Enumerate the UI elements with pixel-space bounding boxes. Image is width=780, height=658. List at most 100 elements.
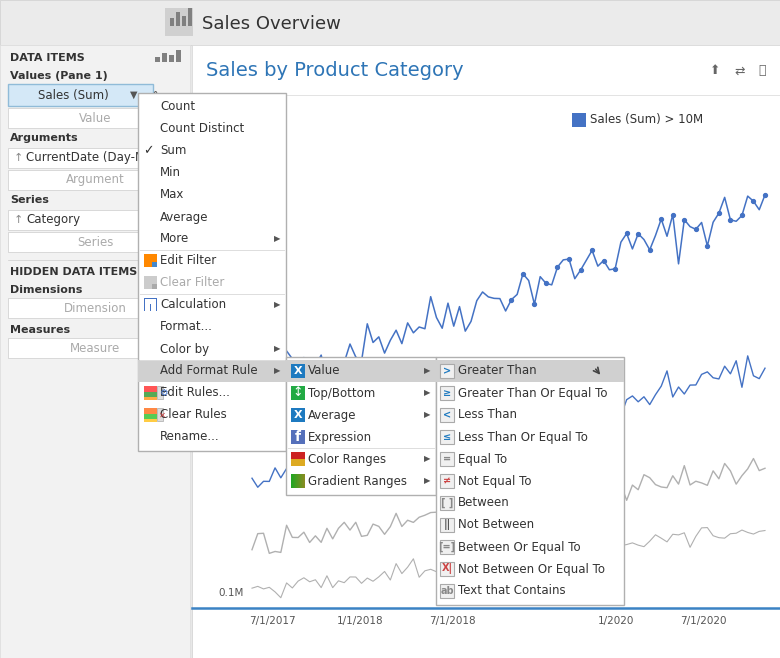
Bar bbox=[170, 18, 174, 26]
Bar bbox=[300, 474, 301, 488]
Bar bbox=[165, 8, 193, 36]
Bar bbox=[8, 84, 153, 106]
Bar bbox=[8, 338, 183, 358]
Text: ∿: ∿ bbox=[152, 88, 162, 101]
Bar bbox=[192, 45, 780, 658]
Text: Average: Average bbox=[160, 211, 208, 224]
Text: Rename...: Rename... bbox=[160, 430, 220, 443]
Bar bbox=[440, 430, 454, 444]
Text: Gradient Ranges: Gradient Ranges bbox=[308, 474, 407, 488]
Bar bbox=[294, 474, 295, 488]
Text: ▶: ▶ bbox=[424, 388, 431, 397]
Text: Sales Overview: Sales Overview bbox=[202, 15, 341, 33]
Bar bbox=[144, 397, 157, 400]
Text: ≤: ≤ bbox=[443, 432, 451, 442]
Text: X: X bbox=[294, 366, 303, 376]
Text: Less Than: Less Than bbox=[458, 409, 517, 422]
Text: [ ]: [ ] bbox=[441, 498, 453, 508]
Text: ✕: ✕ bbox=[159, 411, 166, 420]
Text: Min: Min bbox=[160, 166, 181, 180]
Text: ↑: ↑ bbox=[14, 153, 23, 163]
Text: ↕: ↕ bbox=[292, 386, 303, 399]
Bar bbox=[144, 386, 157, 392]
Text: ▼: ▼ bbox=[130, 90, 137, 100]
Bar bbox=[155, 57, 160, 62]
Text: Dimension: Dimension bbox=[63, 301, 126, 315]
Text: <: < bbox=[443, 410, 451, 420]
Bar bbox=[296, 474, 297, 488]
Bar bbox=[440, 364, 454, 378]
Bar bbox=[436, 357, 624, 605]
Bar bbox=[286, 360, 436, 382]
Bar bbox=[8, 210, 183, 230]
Text: 7/1/2018: 7/1/2018 bbox=[429, 616, 475, 626]
Bar bbox=[291, 430, 305, 444]
Text: Clear Filter: Clear Filter bbox=[160, 276, 225, 290]
Text: 1/2020: 1/2020 bbox=[598, 616, 634, 626]
Bar bbox=[188, 8, 192, 26]
Bar bbox=[291, 474, 292, 488]
Bar bbox=[440, 562, 454, 576]
Text: Between: Between bbox=[458, 497, 510, 509]
Text: Average: Average bbox=[308, 409, 356, 422]
Text: Not Between: Not Between bbox=[458, 519, 534, 532]
Text: ▶: ▶ bbox=[424, 367, 431, 376]
Bar bbox=[303, 474, 304, 488]
Text: Not Between Or Equal To: Not Between Or Equal To bbox=[458, 563, 605, 576]
Text: ⚙: ⚙ bbox=[159, 388, 168, 398]
Bar bbox=[145, 299, 156, 304]
Bar bbox=[291, 408, 305, 422]
Text: Argument: Argument bbox=[66, 174, 124, 186]
Text: X|: X| bbox=[441, 563, 452, 574]
Bar bbox=[298, 474, 299, 488]
Bar bbox=[162, 53, 167, 62]
Bar bbox=[144, 419, 157, 422]
Text: Text that Contains: Text that Contains bbox=[458, 584, 566, 597]
Text: CurrentDate (Day-M: CurrentDate (Day-M bbox=[26, 151, 145, 164]
Text: Greater Than: Greater Than bbox=[458, 365, 537, 378]
Text: ab: ab bbox=[440, 586, 454, 596]
Bar bbox=[291, 459, 305, 466]
Bar bbox=[291, 364, 305, 378]
Text: ||: || bbox=[443, 520, 451, 530]
Text: Sum: Sum bbox=[160, 145, 186, 157]
Text: More: More bbox=[160, 232, 190, 245]
Text: ✓: ✓ bbox=[143, 145, 154, 157]
Text: Edit Filter: Edit Filter bbox=[160, 255, 216, 268]
Bar bbox=[440, 518, 454, 532]
Bar bbox=[157, 408, 163, 421]
Bar bbox=[572, 113, 586, 127]
Text: Dimensions: Dimensions bbox=[10, 285, 83, 295]
Bar bbox=[8, 148, 183, 168]
Bar bbox=[138, 360, 286, 382]
Text: ▶: ▶ bbox=[424, 476, 431, 486]
Bar bbox=[157, 386, 163, 399]
Bar bbox=[151, 308, 156, 312]
Text: 7/1/2017: 7/1/2017 bbox=[249, 616, 296, 626]
Bar bbox=[440, 386, 454, 400]
Bar bbox=[440, 584, 454, 598]
Text: Add Format Rule: Add Format Rule bbox=[160, 365, 257, 378]
Text: Equal To: Equal To bbox=[458, 453, 507, 465]
Text: Series: Series bbox=[10, 195, 49, 205]
Text: X: X bbox=[294, 410, 303, 420]
Text: Expression: Expression bbox=[308, 430, 372, 443]
Text: Values (Pane 1): Values (Pane 1) bbox=[10, 71, 108, 81]
Text: Category: Category bbox=[26, 213, 80, 226]
Bar bbox=[144, 276, 157, 289]
Bar bbox=[0, 45, 190, 658]
Bar bbox=[286, 357, 436, 495]
Text: Greater Than Or Equal To: Greater Than Or Equal To bbox=[458, 386, 608, 399]
Text: 7/1/2020: 7/1/2020 bbox=[680, 616, 727, 626]
Text: Less Than Or Equal To: Less Than Or Equal To bbox=[458, 430, 588, 443]
Text: [=]: [=] bbox=[438, 542, 456, 552]
Bar bbox=[144, 414, 157, 419]
Bar bbox=[176, 50, 181, 62]
Text: Measure: Measure bbox=[70, 342, 120, 355]
Bar bbox=[8, 108, 183, 128]
Text: Sales (Sum): Sales (Sum) bbox=[38, 88, 108, 101]
Bar bbox=[144, 298, 157, 311]
Text: Color by: Color by bbox=[160, 343, 209, 355]
Text: Sales (Sum) > 10M: Sales (Sum) > 10M bbox=[590, 113, 703, 126]
Text: Arguments: Arguments bbox=[10, 133, 79, 143]
